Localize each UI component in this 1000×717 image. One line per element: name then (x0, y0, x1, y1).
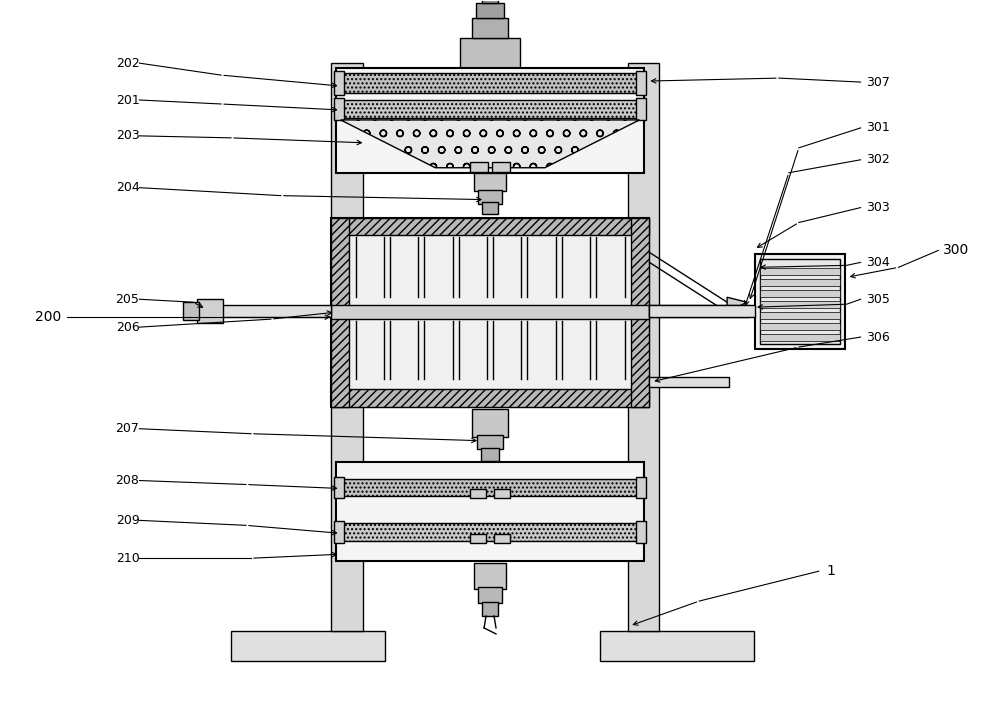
Bar (334, 98, 344, 120)
Bar (336, 462, 644, 561)
Bar (331, 389, 649, 407)
Bar (341, 478, 639, 496)
Text: 208: 208 (116, 474, 139, 487)
Bar (482, 602, 498, 616)
Bar (460, 38, 520, 68)
Bar (636, 98, 646, 120)
Bar (636, 521, 646, 543)
Bar (760, 268, 840, 275)
Bar (760, 312, 840, 319)
Bar (341, 100, 639, 118)
Text: 300: 300 (943, 243, 970, 257)
Bar (649, 377, 729, 387)
Bar (482, 0, 498, 4)
Polygon shape (727, 298, 747, 312)
Bar (494, 490, 510, 498)
Bar (341, 523, 639, 541)
Bar (341, 73, 639, 93)
Polygon shape (341, 120, 639, 168)
Bar (636, 477, 646, 498)
Bar (331, 305, 649, 319)
Text: 305: 305 (867, 293, 890, 305)
Bar (476, 4, 504, 19)
Bar (494, 534, 510, 543)
Bar (760, 301, 840, 308)
Bar (334, 521, 344, 543)
Text: 205: 205 (116, 293, 139, 305)
Text: 304: 304 (867, 256, 890, 269)
Bar (472, 409, 508, 437)
Text: 307: 307 (867, 75, 890, 89)
Bar (470, 162, 488, 172)
Bar (334, 71, 344, 95)
Bar (331, 63, 363, 631)
Bar (470, 534, 486, 543)
Bar (649, 305, 755, 317)
Bar (478, 587, 502, 603)
Bar (470, 490, 486, 498)
Bar (760, 334, 840, 341)
Bar (474, 173, 506, 191)
Text: 201: 201 (116, 93, 139, 107)
Bar (760, 280, 840, 286)
Bar (482, 201, 498, 214)
Text: 202: 202 (116, 57, 139, 70)
Text: 302: 302 (867, 153, 890, 166)
Bar (492, 162, 510, 172)
Bar (600, 631, 754, 661)
Text: 200: 200 (35, 310, 62, 324)
Bar (331, 217, 649, 407)
Bar (649, 305, 749, 317)
Bar (628, 63, 659, 631)
Text: 210: 210 (116, 551, 139, 565)
Bar (477, 435, 503, 449)
Text: 303: 303 (867, 201, 890, 214)
Text: 206: 206 (116, 320, 139, 333)
Bar (334, 477, 344, 498)
Text: 306: 306 (867, 331, 890, 343)
Bar (331, 217, 349, 407)
Bar (472, 19, 508, 38)
Bar (221, 305, 331, 317)
Bar (760, 323, 840, 330)
Text: 203: 203 (116, 129, 139, 143)
Bar (760, 290, 840, 298)
Text: 1: 1 (827, 564, 836, 578)
Bar (197, 299, 223, 323)
Bar (336, 68, 644, 173)
Bar (478, 190, 502, 204)
Bar (474, 564, 506, 589)
Text: 204: 204 (116, 181, 139, 194)
Bar (631, 217, 649, 407)
Text: 209: 209 (116, 514, 139, 527)
Text: 301: 301 (867, 121, 890, 134)
Text: 207: 207 (116, 422, 139, 435)
Bar (481, 447, 499, 460)
Bar (231, 631, 385, 661)
Bar (760, 260, 840, 344)
Bar (331, 217, 649, 235)
Bar (183, 303, 199, 320)
Bar (636, 71, 646, 95)
Bar (755, 255, 845, 349)
